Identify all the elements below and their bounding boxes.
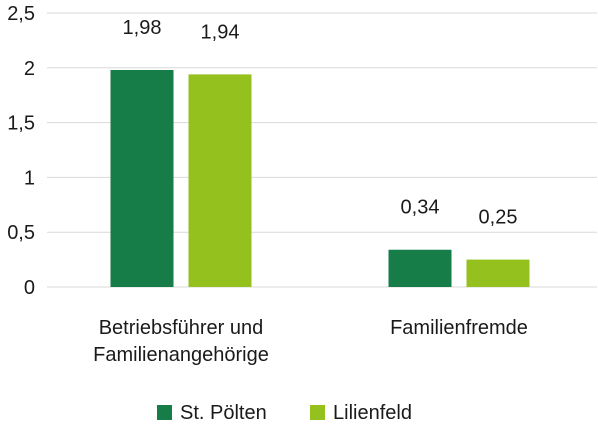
x-category-label: Familienangehörige xyxy=(93,344,269,366)
y-tick-label: 2 xyxy=(24,58,35,80)
legend-label: St. Pölten xyxy=(180,402,267,424)
x-axis-category-labels: Betriebsführer und Familienangehörige Fami… xyxy=(93,317,528,366)
data-label: 1,98 xyxy=(123,17,162,39)
bar xyxy=(110,69,174,287)
x-category-label: Betriebsführer und xyxy=(99,317,264,339)
y-tick-label: 0,5 xyxy=(7,222,35,244)
bar xyxy=(188,74,252,287)
y-axis-tick-labels: 0 0,5 1 1,5 2 2,5 xyxy=(7,3,35,299)
data-label: 0,25 xyxy=(479,207,518,229)
y-tick-label: 1,5 xyxy=(7,113,35,135)
bar xyxy=(466,259,530,287)
y-tick-label: 0 xyxy=(24,277,35,299)
x-category-label: Familienfremde xyxy=(390,317,528,339)
y-tick-label: 1 xyxy=(24,167,35,189)
value-labels: 1,98 0,34 1,94 0,25 xyxy=(123,17,518,229)
y-tick-label: 2,5 xyxy=(7,3,35,25)
bars xyxy=(110,69,530,287)
legend-swatch xyxy=(310,405,325,420)
bar xyxy=(388,249,452,287)
legend-label: Lilienfeld xyxy=(333,402,412,424)
legend: St. Pölten Lilienfeld xyxy=(157,402,412,424)
data-label: 1,94 xyxy=(201,21,240,43)
legend-swatch xyxy=(157,405,172,420)
data-label: 0,34 xyxy=(401,197,440,219)
